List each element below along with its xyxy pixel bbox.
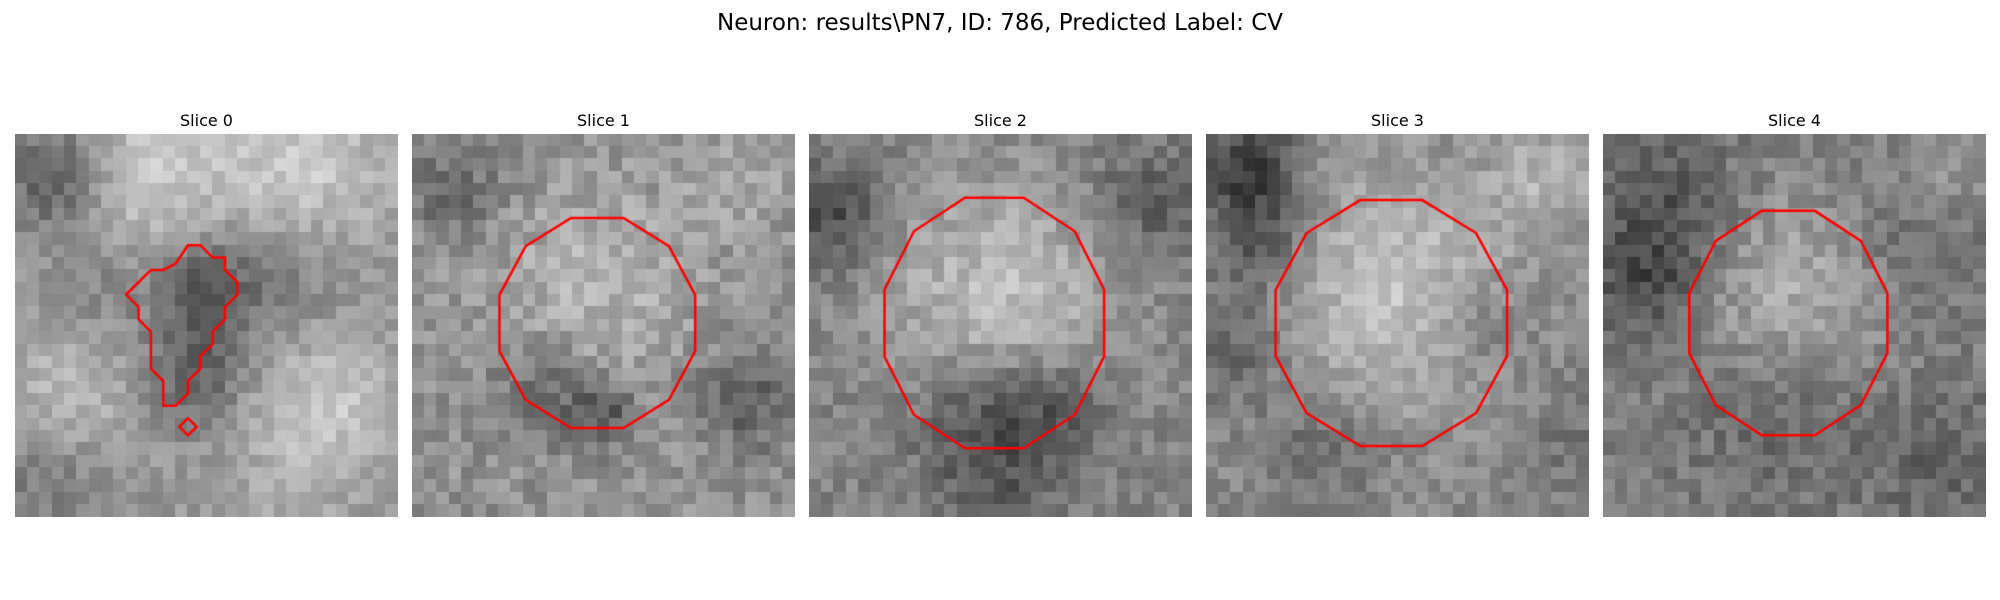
panel-title: Slice 3 — [1371, 111, 1424, 130]
panel-title: Slice 1 — [577, 111, 630, 130]
panel-title: Slice 4 — [1768, 111, 1821, 130]
slice-image — [1206, 134, 1589, 517]
slice-image — [15, 134, 398, 517]
slice-image — [412, 134, 795, 517]
panel-title: Slice 2 — [974, 111, 1027, 130]
slice-image — [1603, 134, 1986, 517]
panel-title: Slice 0 — [180, 111, 233, 130]
slice-image — [809, 134, 1192, 517]
figure-title: Neuron: results\PN7, ID: 786, Predicted … — [717, 10, 1283, 36]
